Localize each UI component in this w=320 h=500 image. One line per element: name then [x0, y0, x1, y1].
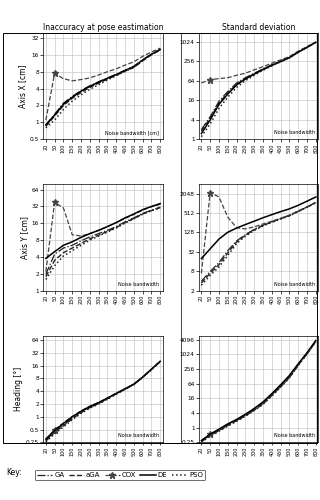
Title: Standard deviation: Standard deviation [222, 22, 295, 32]
Title: Inaccuracy at pose eastimation: Inaccuracy at pose eastimation [43, 22, 163, 32]
Y-axis label: Axis X [cm]: Axis X [cm] [18, 64, 27, 108]
Text: Noise bandwidth: Noise bandwidth [118, 433, 159, 438]
Text: Key:: Key: [6, 468, 22, 477]
Text: Noise bandwidth: Noise bandwidth [118, 282, 159, 286]
Legend: GA, aGA, COX, DE, PSO: GA, aGA, COX, DE, PSO [35, 470, 205, 480]
Text: Noise bandwidth [cm]: Noise bandwidth [cm] [105, 130, 159, 135]
Text: Noise bandwidth: Noise bandwidth [274, 433, 315, 438]
Y-axis label: Heading [°]: Heading [°] [14, 367, 23, 411]
Text: Noise bandwidth: Noise bandwidth [274, 282, 315, 286]
Y-axis label: Axis Y [cm]: Axis Y [cm] [20, 216, 29, 259]
Text: Noise bandwidth: Noise bandwidth [274, 130, 315, 135]
